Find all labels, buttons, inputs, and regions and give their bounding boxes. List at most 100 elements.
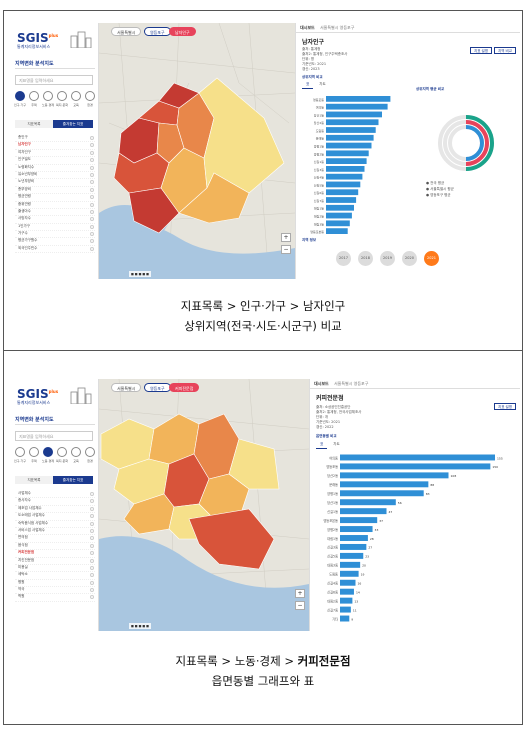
indicator-info-button[interactable]: 지표 설명 — [494, 403, 516, 410]
map-view[interactable]: 서울특별시 영등포구 커피전문점 + − ■ ■ ■ ■ ■ — [99, 379, 309, 631]
list-item[interactable]: 종사자수 — [15, 498, 95, 506]
tab-table[interactable]: 표 — [302, 81, 314, 89]
bar[interactable] — [340, 561, 361, 568]
map-view[interactable]: 서울특별시 영등포구 남자인구 + − ■ ■ ■ ■ ■ — [99, 23, 295, 279]
list-item[interactable]: 총인구 — [15, 135, 95, 143]
list-item[interactable]: 평균가구원수 — [15, 238, 95, 246]
list-item[interactable]: 음식점 — [15, 543, 95, 551]
bar[interactable] — [340, 472, 449, 479]
logo[interactable]: SGISplus — [17, 31, 59, 45]
favorite-toggle[interactable] — [90, 136, 94, 140]
tab-chart[interactable]: 차트 — [319, 82, 326, 86]
logo[interactable]: SGISplus — [17, 387, 59, 401]
bar[interactable] — [326, 103, 388, 110]
tab-table[interactable]: 표 — [316, 441, 328, 449]
bar[interactable] — [326, 181, 361, 188]
list-item[interactable]: 제조업 사업체수 — [15, 506, 95, 514]
year-button[interactable]: 2019 — [380, 251, 395, 266]
favorite-toggle[interactable] — [90, 536, 94, 541]
favorite-toggle[interactable] — [90, 595, 94, 600]
favorite-toggle[interactable] — [90, 514, 94, 519]
tab-indicator-list[interactable]: 지표목록 — [15, 120, 53, 128]
bar[interactable] — [326, 204, 354, 211]
list-item[interactable]: 숙박음식점 사업체수 — [15, 521, 95, 528]
indicator-info-button[interactable]: 지표 설명 — [470, 47, 492, 54]
bar[interactable] — [326, 127, 376, 133]
bar[interactable] — [340, 615, 350, 622]
year-button[interactable]: 2020 — [402, 251, 417, 266]
region-select-sigungu[interactable]: 영등포구 — [144, 383, 171, 392]
bar[interactable] — [326, 166, 365, 172]
list-item[interactable]: 평균연령 — [15, 194, 95, 202]
bar[interactable] — [326, 173, 363, 180]
bar[interactable] — [340, 570, 359, 577]
indicator-chip[interactable]: 남자인구 — [169, 27, 196, 36]
category-button[interactable]: 교육 — [69, 447, 83, 469]
year-button[interactable]: 2017 — [336, 251, 351, 266]
region-select-sido[interactable]: 서울특별시 — [111, 383, 142, 392]
bar[interactable] — [326, 150, 369, 157]
favorite-toggle[interactable] — [90, 232, 94, 237]
favorite-toggle[interactable] — [90, 217, 94, 222]
bar[interactable] — [326, 212, 352, 219]
favorite-toggle[interactable] — [90, 521, 94, 526]
year-button[interactable]: 2018 — [358, 251, 373, 266]
category-button[interactable]: 복지·문화 — [55, 447, 69, 469]
list-item[interactable]: 학원 — [15, 594, 95, 602]
list-item[interactable]: 세탁소 — [15, 572, 95, 580]
indicator-chip[interactable]: 커피전문점 — [169, 383, 200, 392]
search-input[interactable]: 지표명을 입력하세요 — [15, 431, 93, 441]
bar[interactable] — [326, 119, 379, 126]
bar[interactable] — [326, 96, 391, 102]
category-button[interactable]: 주택 — [27, 447, 41, 469]
favorite-toggle[interactable] — [90, 565, 94, 570]
category-button[interactable]: 환경 — [83, 91, 97, 113]
category-button[interactable]: 환경 — [83, 447, 97, 469]
favorite-toggle[interactable] — [90, 180, 94, 185]
favorite-toggle[interactable] — [90, 492, 94, 496]
bar[interactable] — [340, 490, 424, 497]
tab-chart[interactable]: 차트 — [333, 442, 340, 446]
bar[interactable] — [340, 535, 368, 541]
bar[interactable] — [326, 111, 382, 118]
search-input[interactable]: 지표명을 입력하세요 — [15, 75, 93, 85]
bar[interactable] — [326, 197, 357, 203]
bar[interactable] — [340, 552, 364, 559]
favorite-toggle[interactable] — [90, 528, 94, 533]
bar[interactable] — [340, 463, 491, 470]
list-item[interactable]: 노령화지수 — [15, 165, 95, 172]
list-item[interactable]: 여자인구 — [15, 150, 95, 158]
favorite-toggle[interactable] — [90, 202, 94, 207]
list-item[interactable]: 편의점 — [15, 535, 95, 543]
region-compare-button[interactable]: 지역 비교 — [494, 47, 516, 54]
bar[interactable] — [326, 189, 359, 196]
favorite-toggle[interactable] — [90, 543, 94, 548]
favorite-toggle[interactable] — [90, 499, 94, 504]
category-button[interactable]: 노동·경제 — [41, 91, 55, 113]
favorite-toggle[interactable] — [90, 165, 94, 170]
category-button[interactable]: 인구·가구 — [13, 91, 27, 113]
favorite-toggle[interactable] — [90, 195, 94, 200]
list-item[interactable]: 가구수 — [15, 231, 95, 239]
bar[interactable] — [326, 158, 367, 164]
favorite-toggle[interactable] — [90, 150, 94, 155]
list-item[interactable]: 남자인구 — [15, 142, 95, 150]
bar[interactable] — [340, 606, 351, 613]
category-button[interactable]: 주택 — [27, 91, 41, 113]
favorite-toggle[interactable] — [90, 224, 94, 229]
favorite-toggle[interactable] — [90, 573, 94, 578]
bar[interactable] — [326, 134, 374, 141]
favorite-toggle[interactable] — [90, 209, 94, 214]
favorite-toggle[interactable] — [90, 172, 94, 177]
favorite-toggle[interactable] — [90, 158, 94, 163]
favorite-toggle[interactable] — [90, 588, 94, 593]
bar[interactable] — [340, 526, 373, 533]
region-select-sido[interactable]: 서울특별시 — [111, 27, 142, 36]
bar[interactable] — [326, 228, 348, 234]
bar[interactable] — [340, 579, 356, 586]
bar[interactable] — [340, 508, 387, 515]
category-button[interactable]: 복지·문화 — [55, 91, 69, 113]
list-item[interactable]: 사업체수 — [15, 491, 95, 499]
list-item[interactable]: 미용실 — [15, 565, 95, 573]
zoom-out-button[interactable]: − — [295, 601, 305, 610]
